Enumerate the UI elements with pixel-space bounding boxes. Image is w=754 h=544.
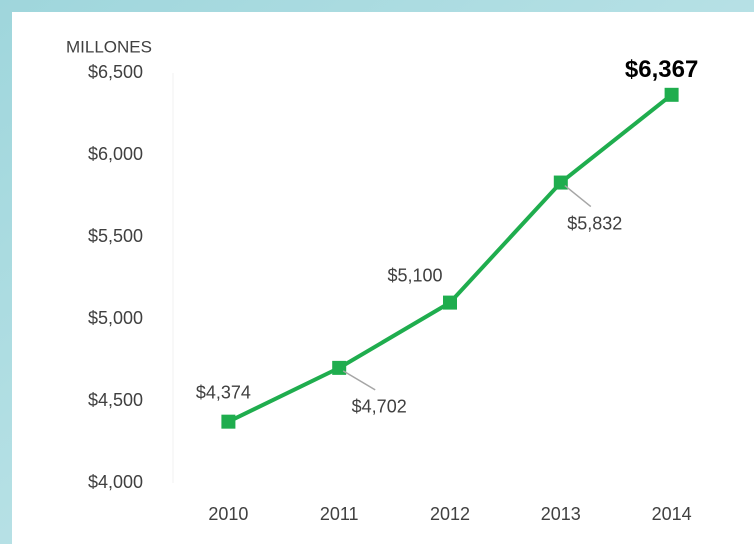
y-tick-label: $5,000 — [88, 308, 143, 328]
panel — [12, 12, 754, 544]
y-tick-label: $6,000 — [88, 144, 143, 164]
data-point — [664, 87, 679, 102]
data-point — [553, 175, 568, 190]
x-tick-label: 2011 — [320, 504, 359, 524]
y-tick-label: $6,500 — [88, 62, 143, 82]
leader-line — [342, 370, 376, 391]
x-tick-label: 2014 — [652, 504, 692, 524]
data-point — [443, 295, 457, 310]
leader-line — [564, 184, 592, 208]
y-axis-label: MILLONES — [66, 37, 152, 56]
data-label: $5,832 — [567, 213, 622, 233]
y-tick-label: $4,000 — [88, 472, 143, 492]
x-tick-label: 2013 — [541, 504, 581, 524]
data-label: $4,374 — [196, 382, 251, 402]
data-point — [221, 414, 236, 429]
data-label: $4,702 — [352, 397, 407, 417]
data-label: $5,100 — [387, 265, 442, 285]
x-tick-label: 2012 — [430, 504, 470, 524]
x-tick-label: 2010 — [208, 504, 248, 524]
y-tick-label: $4,500 — [88, 390, 143, 410]
data-point — [332, 360, 347, 375]
data-label: $6,367 — [625, 56, 698, 83]
y-tick-label: $5,500 — [88, 226, 143, 246]
